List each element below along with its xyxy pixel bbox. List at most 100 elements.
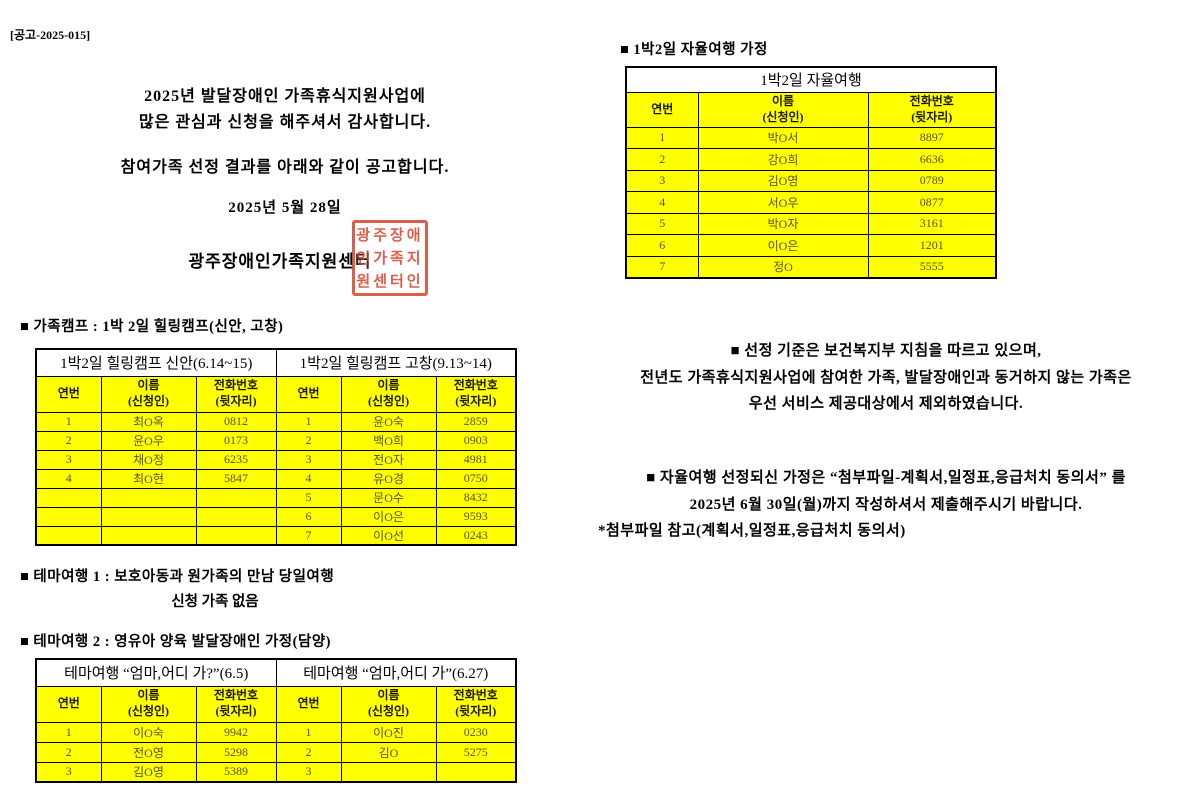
table-cell: 6235 [195,449,277,470]
table-cell: 2 [35,741,102,763]
table-cell: 1 [625,126,699,149]
column-header-name: 이름 (신청인) [697,91,869,128]
table-cell: 1 [35,411,102,432]
table-cell: 0173 [195,430,277,451]
table-cell: 3 [625,169,699,192]
table-row: 3 김O영 5389 3 [35,761,517,783]
table-row: 2 강O희 6636 [625,148,997,171]
theme-travel-1-heading: ■ 테마여행 1 : 보호아동과 원가족의 만남 당일여행 [20,569,335,585]
header-line: 이름 [771,93,795,108]
submission-notice: ■ 자율여행 선정되신 가정은 “첨부파일-계획서,일정표,응급처치 동의서” … [590,465,1182,545]
table-cell: 4 [275,468,342,489]
table-cell [35,525,102,546]
column-header-name: 이름 (신청인) [340,685,437,723]
table-cell: 이O진 [340,721,437,743]
table-row: 6 이O은 9593 [35,506,517,527]
stamp-row: 인가족지 [356,251,424,267]
table-title-row: 1박2일 자율여행 [625,66,997,93]
table-row: 5 박O자 3161 [625,212,997,235]
column-header-name: 이름 (신청인) [100,685,197,723]
table-cell: 5389 [195,761,277,783]
intro-line-2: 많은 관심과 신청을 해주셔서 감사합니다. [138,114,432,131]
family-camp-heading: ■ 가족캠프 : 1박 2일 힐링캠프(신안, 고창) [20,319,284,335]
doc-number: [공고-2025-015] [10,28,91,42]
theme-travel-2-table-body: 1 이O숙 9942 1 이O진 0230 2 전O영 5298 2 김O 5275 3 김O영 5389 3 [35,721,517,783]
table-row: 6 이O은 1201 [625,234,997,257]
header-line: (신청인) [127,394,170,408]
intro-line-1: 2025년 발달장애인 가족휴식지원사업에 [144,88,426,105]
table-row: 2 윤O우 0173 2 백O희 0903 [35,430,517,451]
notice-line: *첨부파일 참고(계획서,일정표,응급처치 동의서) [598,523,906,539]
header-line: 전화번호 [453,688,498,703]
organization-name: 광주장애인가족지원센터 [188,252,372,271]
table-cell: 8432 [435,487,517,508]
table-cell [195,525,277,546]
header-line: 전화번호 [453,378,498,393]
table-cell: 2859 [435,411,517,432]
table-cell: 0877 [867,191,997,214]
table-cell: 백O희 [340,430,437,451]
table-cell: 2 [275,430,342,451]
table-cell: 전O영 [100,741,197,763]
column-header-name: 이름 (신청인) [100,375,197,413]
table-cell: 3161 [867,212,997,235]
table-cell: 1 [35,721,102,743]
table-cell [195,506,277,527]
table-cell: 이O은 [697,234,869,257]
table-title-right: 1박2일 힐링캠프 고창(9.13~14) [275,348,517,377]
stamp-row: 원센터인 [356,274,424,290]
intro-line-3: 참여가족 선정 결과를 아래와 같이 공고합니다. [120,159,450,176]
notice-line: ■ 선정 기준은 보건복지부 지침을 따르고 있으며, [730,343,1042,359]
theme-travel-2-heading: ■ 테마여행 2 : 영유아 양육 발달장애인 가정(담양) [20,634,331,650]
header-line: 이름 [137,688,160,703]
table-cell: 전O자 [340,449,437,470]
header-line: (뒷자리) [455,704,497,718]
header-line: (뒷자리) [215,394,257,408]
table-cell: 0903 [435,430,517,451]
table-header-row: 연번 이름 (신청인) 전화번호 (뒷자리) [625,91,997,128]
table-cell: 2 [625,148,699,171]
table-title-left: 테마여행 “엄마,어디 가?”(6.5) [35,658,277,687]
notice-line: 2025년 6월 30일(월)까지 작성하셔서 제출해주시기 바랍니다. [689,496,1083,513]
table-cell: 이O선 [340,525,437,546]
table-cell: 김O영 [100,761,197,783]
family-camp-table: 1박2일 힐링캠프 신안(6.14~15) 1박2일 힐링캠프 고창(9.13~… [35,348,518,546]
header-line: 이름 [137,378,160,393]
self-travel-heading: ■ 1박2일 자율여행 가정 [620,42,768,58]
header-line: 전화번호 [213,378,259,393]
table-cell: 0789 [867,169,997,192]
table-cell: 이O은 [340,506,437,527]
column-header-phone: 전화번호 (뒷자리) [435,375,517,413]
table-cell: 0812 [195,411,277,432]
table-cell: 2 [35,430,102,451]
table-cell: 5 [275,487,342,508]
table-cell: 5 [625,212,699,235]
column-header-name: 이름 (신청인) [340,375,437,413]
announcement-date: 2025년 5월 28일 [228,200,342,216]
table-title-row: 테마여행 “엄마,어디 가?”(6.5) 테마여행 “엄마,어디 가”(6.27… [35,658,517,687]
notice-line: 우선 서비스 제공대상에서 제외하였습니다. [748,396,1024,412]
table-cell: 김O영 [697,169,869,192]
table-cell: 0230 [435,721,517,743]
theme-travel-1-note: 신청 가족 없음 [171,594,259,610]
notice-line: ■ 자율여행 선정되신 가정은 “첨부파일-계획서,일정표,응급처치 동의서” … [646,470,1126,486]
table-cell: 3 [275,761,342,783]
table-cell: 3 [275,449,342,470]
header-line: (신청인) [367,704,410,718]
column-header-no: 연번 [625,91,699,128]
self-travel-table-body: 1 박O서 8897 2 강O희 6636 3 김O영 0789 4 서O우 0877 5 박O자 3161… [625,126,997,278]
table-cell: 8897 [867,126,997,149]
table-row: 3 김O영 0789 [625,169,997,192]
table-title-row: 1박2일 힐링캠프 신안(6.14~15) 1박2일 힐링캠프 고창(9.13~… [35,348,517,377]
table-cell: 5847 [195,468,277,489]
header-line: (뒷자리) [215,704,257,718]
table-cell: 윤O숙 [340,411,437,432]
table-title-left: 1박2일 힐링캠프 신안(6.14~15) [35,348,277,377]
table-cell: 4981 [435,449,517,470]
table-row: 3 채O정 6235 3 전O자 4981 [35,449,517,470]
table-cell: 1201 [867,234,997,257]
table-cell: 4 [35,468,102,489]
column-header-no: 연번 [35,375,102,413]
table-row: 1 이O숙 9942 1 이O진 0230 [35,721,517,743]
